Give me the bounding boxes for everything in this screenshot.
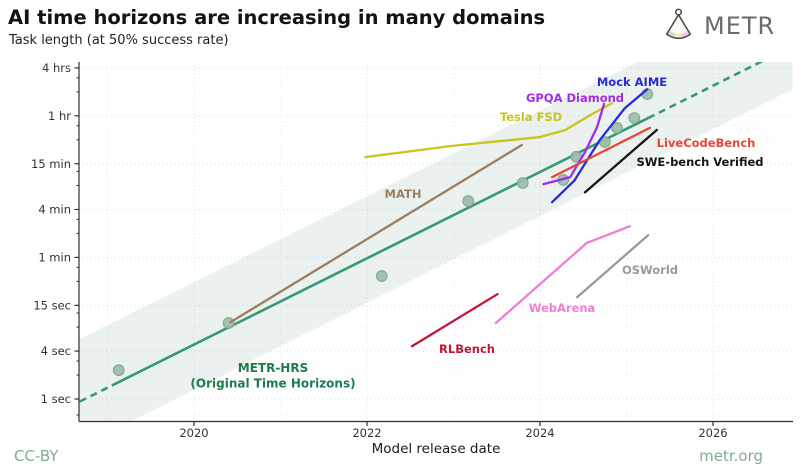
page-subtitle: Task length (at 50% success rate)	[9, 33, 229, 48]
series-label-livecodebench: LiveCodeBench	[657, 136, 756, 150]
series-line-math	[229, 143, 523, 324]
series-line-livecodebench	[550, 126, 652, 179]
trend-line-dashed-right	[647, 62, 763, 120]
y-tick-label: 15 sec	[33, 298, 71, 312]
model-point	[112, 364, 125, 377]
y-tick-label: 1 min	[38, 250, 71, 264]
series-label-math: MATH	[385, 187, 422, 201]
confidence-band	[79, 62, 793, 421]
y-tick-label: 4 hrs	[42, 61, 71, 75]
metr-org-link[interactable]: metr.org	[699, 447, 763, 465]
series-label-swe-bench-verified: SWE-bench Verified	[636, 155, 763, 169]
axes: 2020 2022 2024 2026 4 hrs 1 hr 15 min 4 min 1 mi…	[31, 61, 793, 440]
y-tick-label: 1 hr	[48, 109, 71, 123]
x-tick-label: 2024	[525, 426, 554, 440]
y-tick-label: 1 sec	[41, 392, 71, 406]
series-label-webarena: WebArena	[529, 301, 596, 315]
x-tick-label: 2026	[698, 426, 727, 440]
model-points	[112, 88, 654, 377]
x-axis-label: Model release date	[371, 441, 501, 457]
series-label-mock-aime: Mock AIME	[597, 75, 667, 89]
benchmark-lines	[229, 88, 658, 348]
metr-logo-icon	[665, 8, 692, 40]
series-label-gpqa-diamond: GPQA Diamond	[526, 91, 624, 105]
series-line-webarena	[494, 225, 632, 325]
series-line-gpqa-diamond	[542, 102, 606, 186]
trend-line-dashed-left	[79, 384, 113, 403]
series-label-osworld: OSWorld	[622, 263, 678, 277]
trend-label-line2: (Original Time Horizons)	[190, 377, 355, 391]
series-label-tesla-fsd: Tesla FSD	[500, 110, 562, 124]
model-point	[375, 270, 388, 282]
series-line-swe-bench-verified	[583, 128, 658, 194]
series-line-tesla-fsd	[364, 102, 613, 159]
y-tick-label: 4 min	[38, 202, 71, 216]
page-title: AI time horizons are increasing in many …	[8, 6, 546, 29]
metr-logo: METR	[660, 7, 775, 45]
series-labels: MATH Tesla FSD GPQA Diamond Mock AIME LiveCo…	[190, 75, 763, 391]
model-point	[628, 112, 641, 124]
series-line-mock-aime	[550, 88, 649, 204]
license-link[interactable]: CC-BY	[14, 447, 59, 465]
trend-line-solid	[111, 116, 649, 387]
trend-label-line1: METR-HRS	[238, 361, 308, 375]
y-tick-label: 15 min	[31, 157, 71, 171]
series-line-rlbench	[410, 292, 499, 348]
trend-group	[79, 62, 793, 421]
model-point	[222, 317, 235, 329]
model-point	[462, 195, 475, 207]
x-tick-label: 2020	[179, 426, 208, 440]
model-point	[611, 121, 623, 134]
model-point	[516, 177, 529, 189]
series-label-rlbench: RLBench	[439, 342, 495, 356]
metr-logo-text: METR	[704, 12, 776, 40]
series-line-osworld	[576, 234, 650, 299]
x-tick-label: 2022	[352, 426, 381, 440]
y-tick-label: 4 sec	[41, 344, 71, 358]
gridlines	[79, 62, 793, 422]
